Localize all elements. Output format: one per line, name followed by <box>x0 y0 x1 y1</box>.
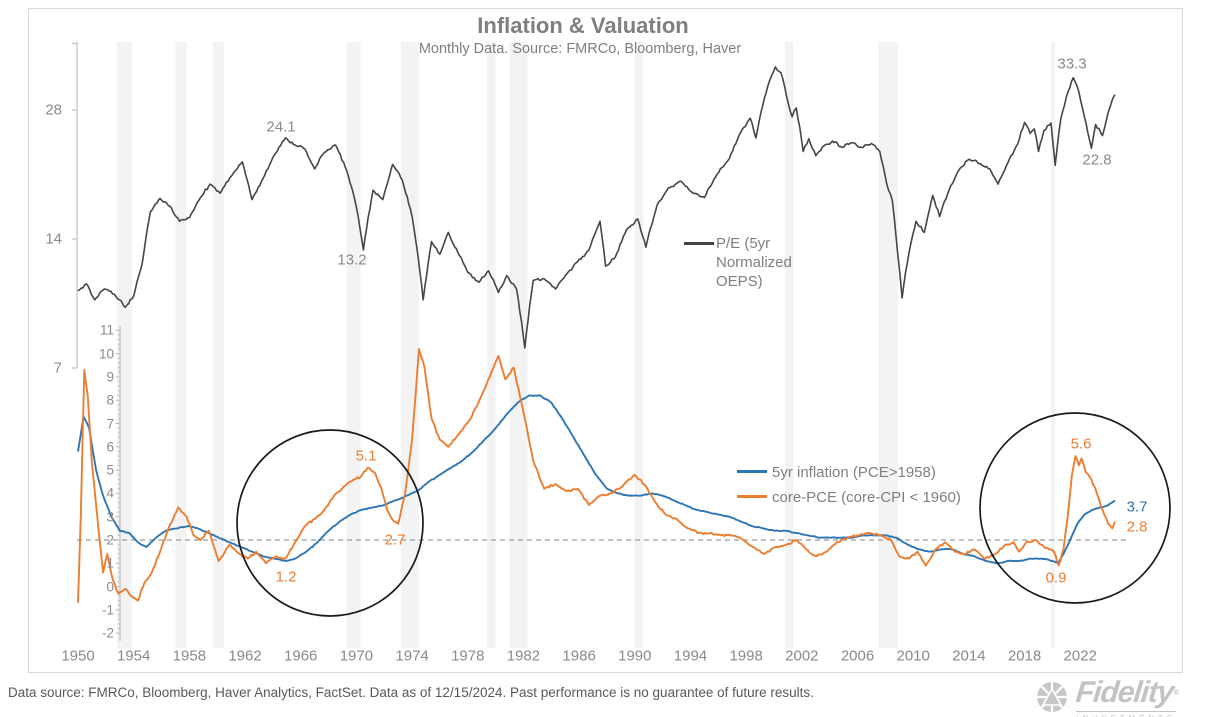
series-line-inflation_5yr <box>77 394 1116 565</box>
series-line-core_pce <box>77 347 1116 603</box>
value-annotation-2.7: 2.7 <box>384 531 406 549</box>
inflation-axis-tick-label: 3 <box>106 509 114 525</box>
series-line-pe <box>77 66 1116 349</box>
inflation-axis-tick-label: 8 <box>106 392 114 408</box>
inflation-legend-label-blue: 5yr inflation (PCE>1958) <box>772 464 936 481</box>
value-annotation-2.8: 2.8 <box>1126 518 1148 536</box>
x-axis-tick-label: 1998 <box>729 647 763 665</box>
footer-disclaimer: Data source: FMRCo, Bloomberg, Haver Ana… <box>8 685 814 700</box>
x-axis-tick-label: 1994 <box>673 647 708 665</box>
x-axis-tick-label: 1966 <box>284 647 318 665</box>
value-annotation-0.9: 0.9 <box>1045 569 1067 587</box>
inflation-axis-tick-label: 10 <box>98 346 114 362</box>
inflation-legend-line-swatch-orange <box>737 495 767 498</box>
recession-band <box>634 42 644 648</box>
recession-band <box>346 42 361 648</box>
recession-band <box>117 42 133 648</box>
inflation-legend-label-orange: core-PCE (core-CPI < 1960) <box>772 489 961 506</box>
value-annotation-13.2: 13.2 <box>337 251 367 269</box>
inflation-axis-tick-label: -2 <box>101 625 114 641</box>
pe-legend-line-swatch <box>684 242 714 245</box>
recession-band <box>509 42 528 648</box>
value-annotation-1.2: 1.2 <box>275 568 297 586</box>
pe-legend-label: P/E (5yr Normalized OEPS) <box>716 235 792 290</box>
pe-axis-tick-label: 28 <box>45 101 62 119</box>
inflation-legend-line-swatch-blue <box>737 470 767 473</box>
inflation-axis-tick-label: 6 <box>106 439 114 455</box>
pe-axis-tick-label: 14 <box>45 230 62 248</box>
x-axis-tick-label: 1950 <box>61 647 95 665</box>
value-annotation-5.6: 5.6 <box>1070 435 1092 453</box>
value-annotation-24.1: 24.1 <box>266 118 296 136</box>
chart-subtitle: Monthly Data. Source: FMRCo, Bloomberg, … <box>418 41 742 57</box>
x-axis-tick-label: 1962 <box>228 647 262 665</box>
inflation-axis-tick-label: 1 <box>106 555 114 571</box>
pe-axis-tick-label: 7 <box>53 359 62 377</box>
recession-band <box>487 42 496 648</box>
x-axis-tick-label: 1974 <box>395 647 429 665</box>
x-axis-tick-label: 2022 <box>1063 647 1097 665</box>
x-axis-tick-label: 2014 <box>952 647 986 665</box>
chart-title: Inflation & Valuation <box>477 13 689 38</box>
inflation-axis-tick-label: 5 <box>106 462 114 478</box>
value-annotation-33.3: 33.3 <box>1057 55 1087 73</box>
inflation-axis-tick-label: 9 <box>106 369 114 385</box>
recession-band <box>878 42 898 648</box>
inflation-axis-tick-label: 11 <box>99 322 114 338</box>
highlight-circle <box>236 429 424 617</box>
fidelity-logo-investments: INVESTMENTS <box>1076 711 1176 717</box>
fidelity-sunburst-icon <box>1037 682 1067 712</box>
recession-band <box>1051 42 1056 648</box>
highlight-circle <box>979 412 1171 604</box>
inflation-axis-tick-label: 7 <box>106 416 114 431</box>
recession-band <box>213 42 225 648</box>
value-annotation-5.1: 5.1 <box>355 447 377 465</box>
x-axis-tick-label: 1986 <box>562 647 596 665</box>
fidelity-logo: Fidelity® INVESTMENTS <box>1032 676 1210 717</box>
x-axis-tick-label: 2002 <box>785 647 819 665</box>
x-axis-tick-label: 1978 <box>451 647 485 665</box>
x-axis-tick-label: 2006 <box>840 647 875 665</box>
recession-band <box>785 42 794 648</box>
x-axis-tick-label: 1954 <box>116 647 151 665</box>
inflation-axis-tick-label: 4 <box>106 485 114 501</box>
x-axis-tick-label: 1982 <box>506 647 541 665</box>
inflation-axis-tick-label: 0 <box>106 579 114 595</box>
x-axis-tick-label: 2010 <box>896 647 930 665</box>
x-axis-tick-label: 1970 <box>339 647 374 665</box>
inflation-axis-tick-label: -1 <box>101 602 114 618</box>
fidelity-logo-wordmark: Fidelity® <box>1074 676 1179 709</box>
inflation-axis-tick-label: 2 <box>106 532 114 548</box>
value-annotation-3.7: 3.7 <box>1126 498 1148 516</box>
x-axis-tick-label: 1958 <box>172 647 207 665</box>
recession-band <box>175 42 187 648</box>
x-axis-tick-label: 1990 <box>618 647 652 665</box>
registered-mark: ® <box>1172 688 1179 697</box>
value-annotation-22.8: 22.8 <box>1082 151 1112 169</box>
x-axis-tick-label: 2018 <box>1007 647 1042 665</box>
